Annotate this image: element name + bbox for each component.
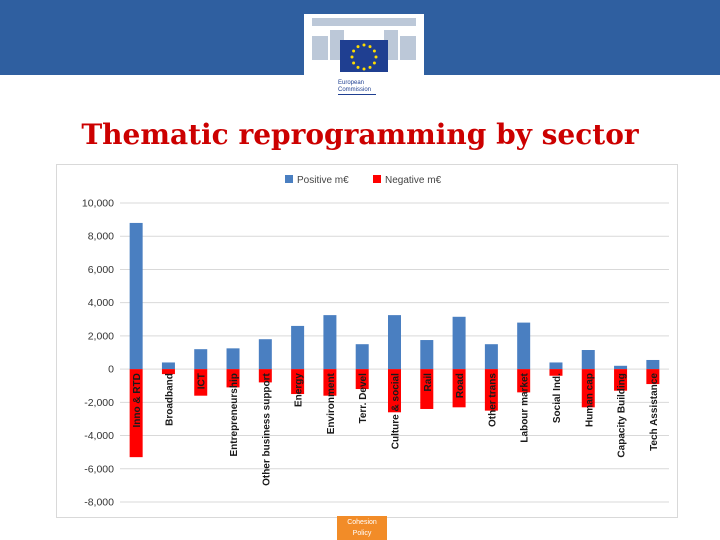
y-tick-label: 0 <box>108 364 114 376</box>
y-tick-label: -2,000 <box>84 397 114 409</box>
legend-swatch-positive <box>285 175 293 183</box>
negative-bar <box>388 369 401 413</box>
category-label: Capacity Building <box>617 373 628 457</box>
legend-label-negative: Negative m€ <box>385 175 442 186</box>
category-label: Tech Assistance <box>649 373 660 451</box>
y-tick-label: 6,000 <box>88 264 114 276</box>
category-label: Culture & social <box>391 373 402 449</box>
positive-bar <box>484 344 498 370</box>
footer-line-1: Cohesion <box>347 519 377 526</box>
positive-bar <box>646 359 660 370</box>
negative-bar <box>484 369 498 411</box>
positive-bar <box>581 350 595 370</box>
bar-chart: 10,000 8,000 6,000 4,000 2,000 0 -2,000 -4,000 -… <box>82 175 669 509</box>
negative-bar <box>452 369 466 408</box>
category-label: Other trans <box>487 373 498 427</box>
category-label: Social Ind. <box>552 373 563 423</box>
positive-bar <box>291 325 305 370</box>
positive-bar <box>517 322 531 370</box>
legend-swatch-negative <box>373 175 381 183</box>
positive-bar <box>194 349 208 370</box>
negative-bar <box>355 369 369 390</box>
category-label: ICT <box>197 373 208 389</box>
negative-bar <box>226 369 240 388</box>
category-label: Broadband <box>164 373 175 426</box>
category-label: Entrepreneurship <box>229 373 240 456</box>
negative-bar <box>129 369 143 458</box>
category-label: Environment <box>326 372 337 434</box>
negative-bar <box>420 369 434 409</box>
negative-bar <box>161 369 175 375</box>
positive-bar <box>355 344 369 370</box>
positive-bar <box>323 315 337 370</box>
positive-bar <box>129 222 143 370</box>
negative-bar <box>258 369 272 383</box>
positive-bar <box>226 348 240 370</box>
negative-bar <box>323 369 337 396</box>
y-tick-label: -6,000 <box>84 463 114 475</box>
footer-badge: Cohesion Policy <box>337 516 387 540</box>
category-label: Terr. Devel <box>358 373 369 424</box>
positive-bar <box>549 362 563 370</box>
negative-bar <box>517 369 531 393</box>
positive-bar <box>452 316 466 370</box>
y-tick-label: 2,000 <box>88 330 114 342</box>
logo-line-1: European <box>338 80 364 86</box>
european-commission-logo: European Commission <box>304 14 424 102</box>
category-label: Rail <box>423 373 434 392</box>
negative-bar <box>291 369 305 395</box>
logo-line-2: Commission <box>338 87 371 93</box>
category-label: Road <box>455 373 466 398</box>
legend-label-positive: Positive m€ <box>297 175 349 186</box>
category-label: Labour market <box>520 372 531 442</box>
negative-bar <box>194 369 208 396</box>
category-label: Energy <box>294 373 305 407</box>
positive-bar <box>388 315 401 370</box>
negative-bar <box>549 369 563 376</box>
category-label: Other business support <box>261 372 272 485</box>
category-label: Human cap <box>584 373 595 427</box>
y-tick-label: 8,000 <box>88 231 114 243</box>
y-tick-label: -8,000 <box>84 497 114 509</box>
slide-title: Thematic reprogramming by sector <box>81 118 639 151</box>
chart-frame: 10,000 8,000 6,000 4,000 2,000 0 -2,000 -4,000 -… <box>56 164 678 518</box>
y-tick-label: 4,000 <box>88 297 114 309</box>
positive-bar <box>258 339 272 370</box>
y-tick-label: -4,000 <box>84 430 114 442</box>
negative-bar <box>581 369 595 408</box>
negative-bar <box>646 369 660 385</box>
category-label: Inno & RTD <box>132 373 143 427</box>
positive-bar <box>161 362 175 370</box>
positive-bar <box>614 365 628 370</box>
negative-bar <box>614 369 628 391</box>
y-tick-label: 10,000 <box>82 198 114 210</box>
footer-line-2: Policy <box>352 530 372 537</box>
positive-bar <box>420 340 434 370</box>
